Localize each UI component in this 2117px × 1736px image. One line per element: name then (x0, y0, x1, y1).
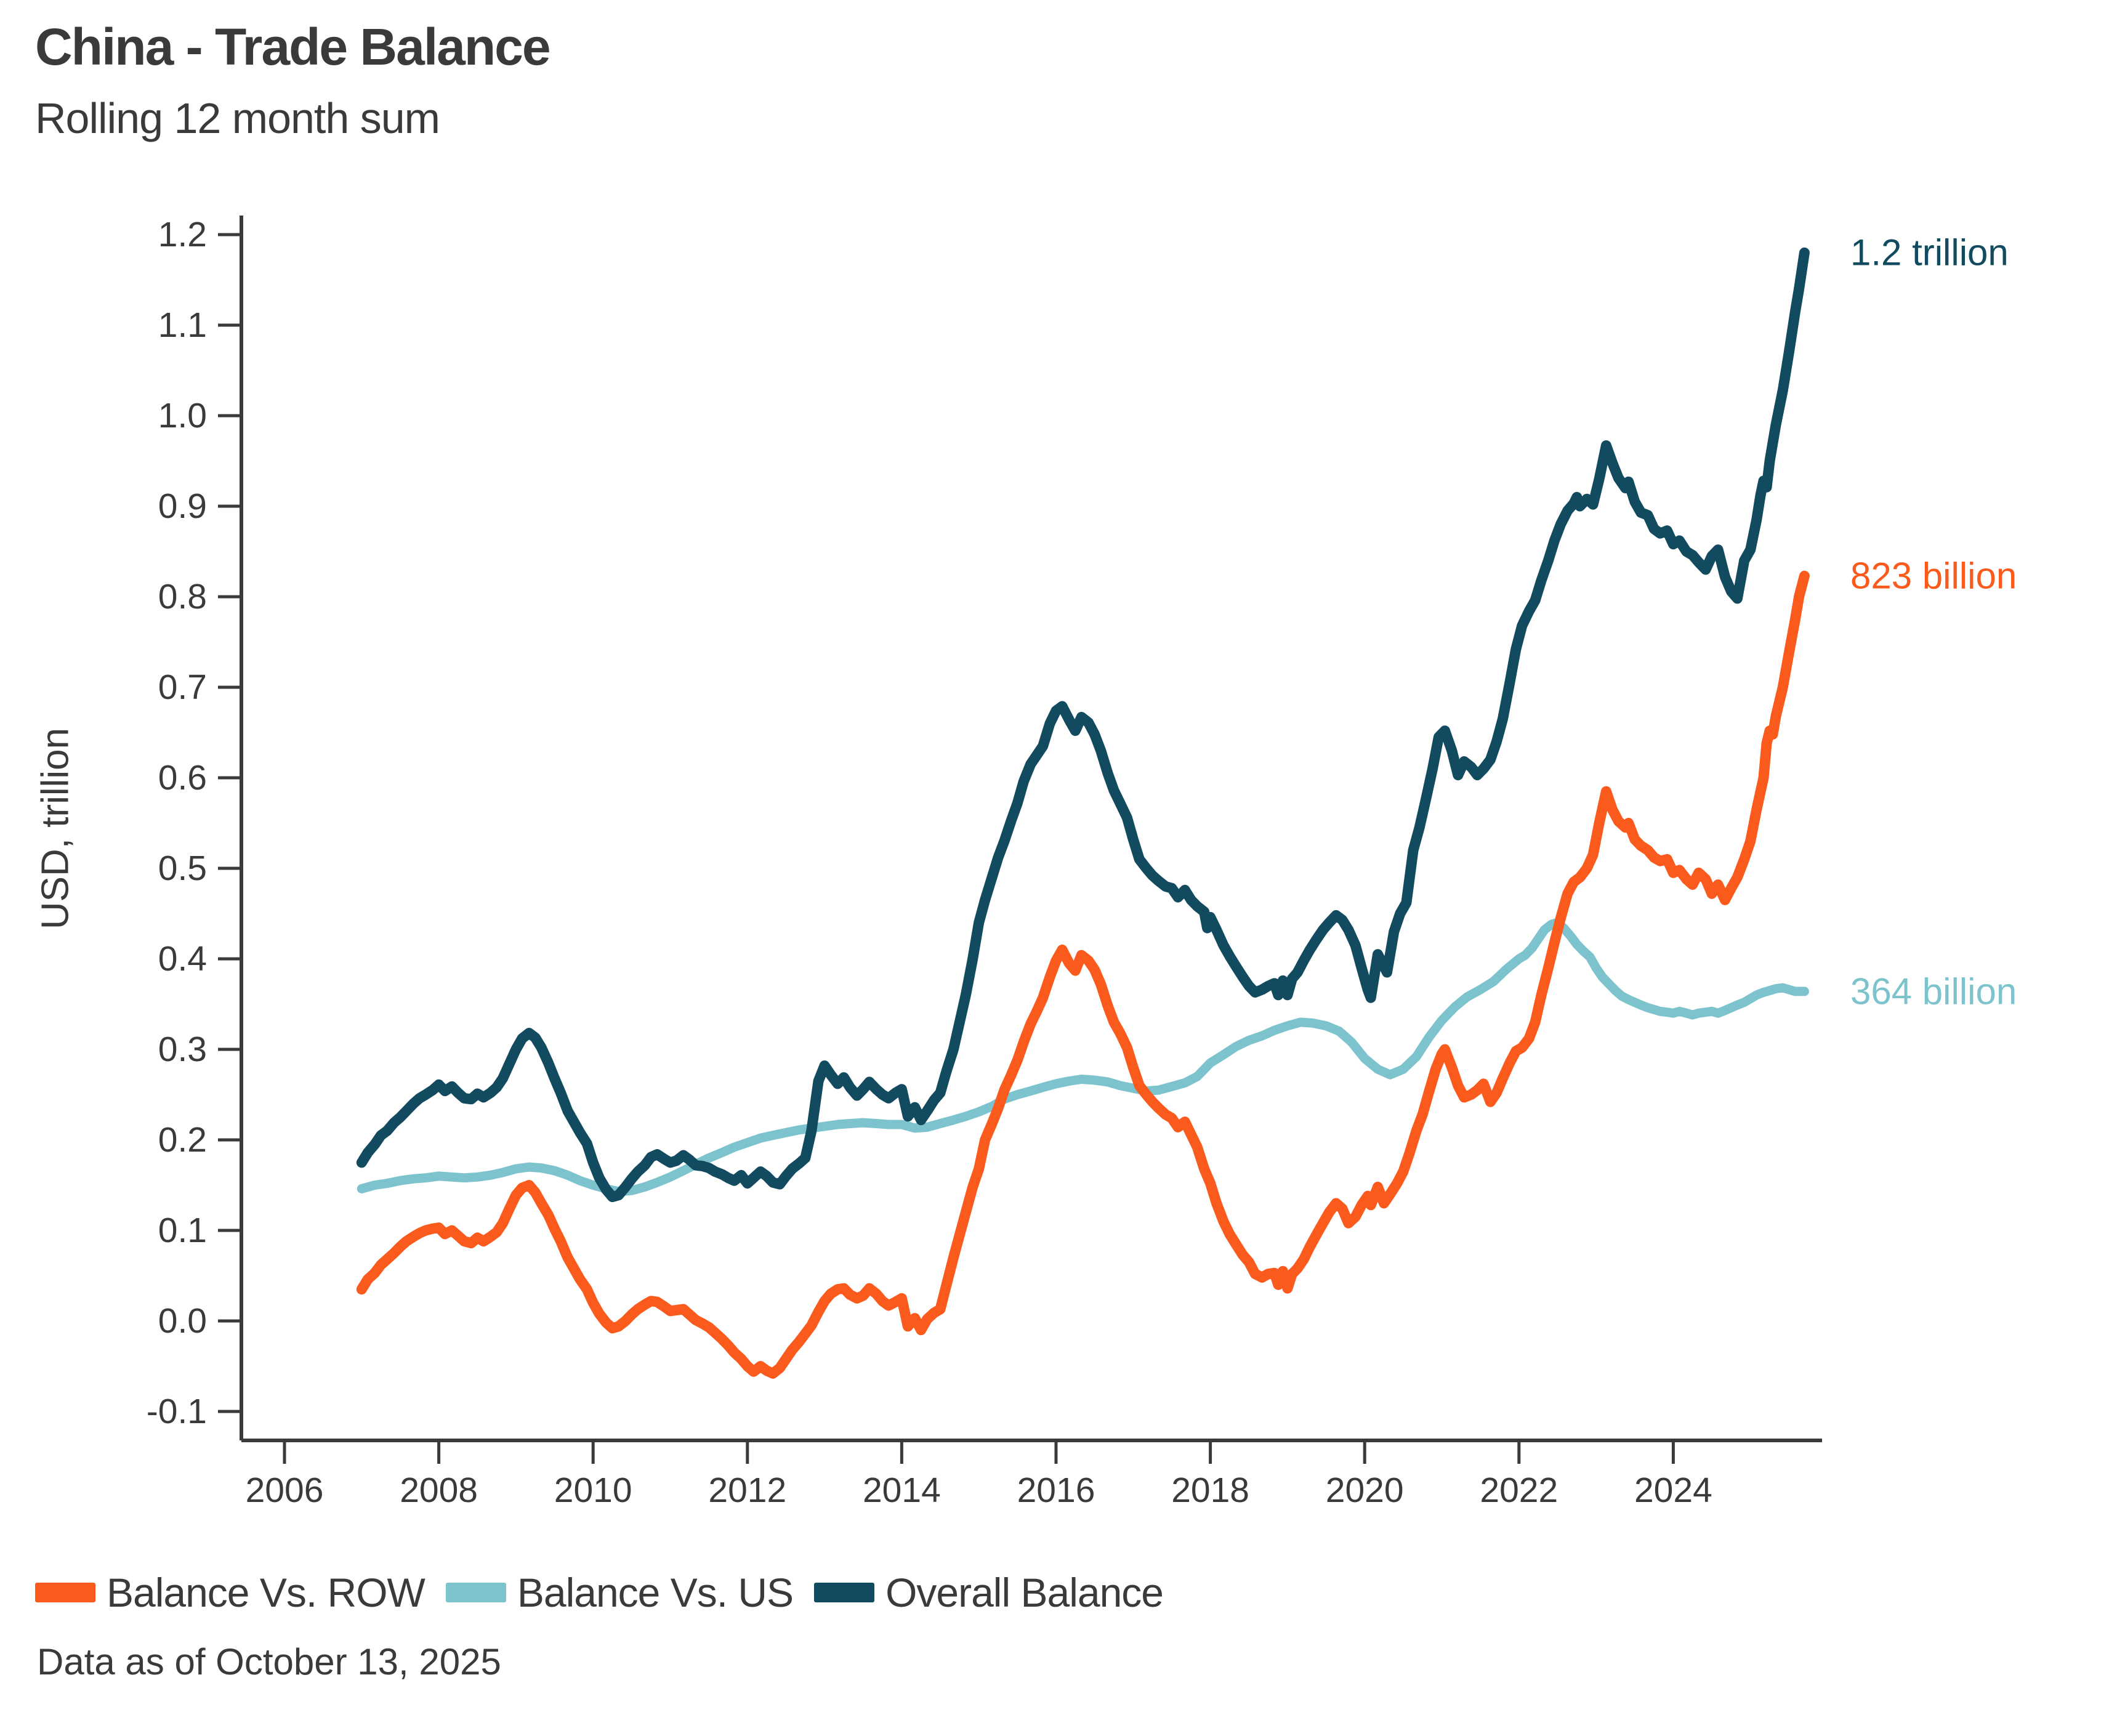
x-tick-label: 2006 (246, 1471, 324, 1510)
x-tick-label: 2020 (1326, 1471, 1404, 1510)
x-tick-label: 2018 (1171, 1471, 1249, 1510)
legend-swatch-icon (35, 1583, 95, 1602)
series-line-balance-vs-row (356, 570, 1810, 1379)
y-tick-label: 0.0 (158, 1301, 207, 1341)
x-tick-label: 2010 (554, 1471, 632, 1510)
y-tick-label: -0.1 (147, 1392, 207, 1431)
y-tick-label: 0.2 (158, 1120, 207, 1160)
y-axis-label: USD, trillion (34, 727, 77, 930)
y-tick-label: 0.9 (158, 486, 207, 526)
legend-swatch-icon (814, 1583, 875, 1602)
legend-label: Balance Vs. US (517, 1570, 794, 1615)
legend-swatch-icon (445, 1583, 506, 1602)
legend-item-overall-balance: Overall Balance (814, 1569, 1164, 1616)
y-tick-label: 1.1 (158, 305, 207, 345)
end-label-364-billion: 364 billion (1850, 971, 2017, 1012)
legend-label: Overall Balance (885, 1570, 1164, 1615)
x-tick-label: 2016 (1017, 1471, 1095, 1510)
end-label-823-billion: 823 billion (1850, 555, 2017, 597)
y-tick-label: 0.4 (158, 939, 207, 979)
y-tick-label: 1.2 (158, 215, 207, 254)
y-tick-label: 0.6 (158, 758, 207, 797)
end-label-1-2-trillion: 1.2 trillion (1850, 232, 2009, 273)
data-as-of-note: Data as of October 13, 2025 (37, 1641, 501, 1682)
y-tick-label: 0.5 (158, 849, 207, 888)
page-title: China - Trade Balance (35, 18, 551, 76)
chart-subtitle: Rolling 12 month sum (35, 94, 440, 142)
legend-label: Balance Vs. ROW (107, 1570, 425, 1615)
y-tick-label: 0.1 (158, 1211, 207, 1250)
x-tick-label: 2012 (708, 1471, 786, 1510)
x-tick-label: 2014 (863, 1471, 941, 1510)
y-tick-label: 0.7 (158, 668, 207, 707)
x-tick-label: 2008 (400, 1471, 478, 1510)
legend-item-balance-vs-us: Balance Vs. US (445, 1569, 794, 1616)
chart-legend: Balance Vs. ROW Balance Vs. US Overall Bal… (35, 1569, 1184, 1616)
legend-item-balance-vs-row: Balance Vs. ROW (35, 1569, 425, 1616)
y-tick-label: 0.3 (158, 1030, 207, 1069)
series-line-balance-vs-us (357, 918, 1809, 1197)
x-tick-label: 2024 (1634, 1471, 1712, 1510)
y-tick-label: 1.0 (158, 396, 207, 435)
y-tick-label: 0.8 (158, 577, 207, 616)
x-tick-label: 2022 (1480, 1471, 1558, 1510)
series-line-overall-balance (356, 247, 1810, 1203)
